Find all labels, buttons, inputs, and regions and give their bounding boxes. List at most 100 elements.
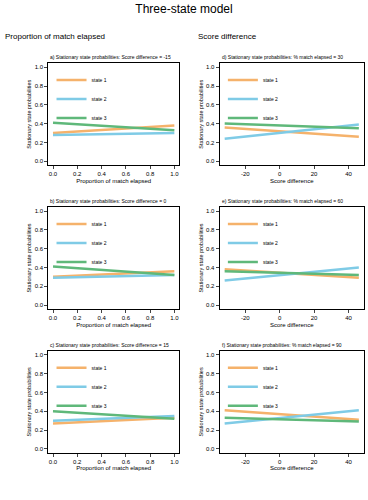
svg-text:Three-state model: Three-state model <box>135 2 232 16</box>
svg-text:0.6: 0.6 <box>206 246 215 252</box>
svg-text:1.0: 1.0 <box>206 64 215 70</box>
svg-text:0.4: 0.4 <box>206 265 215 271</box>
svg-text:0.0: 0.0 <box>206 446 215 452</box>
svg-text:state 1: state 1 <box>92 77 107 83</box>
svg-text:-20: -20 <box>241 171 250 177</box>
svg-text:0.2: 0.2 <box>35 283 44 289</box>
svg-text:f) Stationary state probabilit: f) Stationary state probabilities: % mat… <box>222 342 342 348</box>
svg-text:Proportion of match elapsed: Proportion of match elapsed <box>5 32 105 41</box>
svg-text:Stationary state probabilities: Stationary state probabilities <box>198 223 204 292</box>
svg-text:40: 40 <box>345 315 352 321</box>
svg-text:Stationary state probabilities: Stationary state probabilities <box>26 367 32 436</box>
svg-text:0.2: 0.2 <box>206 283 215 289</box>
svg-text:Stationary state probabilities: Stationary state probabilities <box>26 223 32 292</box>
svg-text:1.0: 1.0 <box>35 352 44 358</box>
svg-text:1.0: 1.0 <box>170 459 179 465</box>
svg-text:0.2: 0.2 <box>206 140 215 146</box>
svg-text:-20: -20 <box>241 459 250 465</box>
svg-text:0.6: 0.6 <box>35 102 44 108</box>
svg-text:0.2: 0.2 <box>35 140 44 146</box>
svg-text:0.6: 0.6 <box>122 171 131 177</box>
svg-text:0.0: 0.0 <box>35 446 44 452</box>
svg-text:0.4: 0.4 <box>206 121 215 127</box>
svg-text:state 3: state 3 <box>263 115 278 121</box>
svg-text:0.8: 0.8 <box>35 83 44 89</box>
svg-text:Proportion of match elapsed: Proportion of match elapsed <box>76 322 151 328</box>
svg-text:0.8: 0.8 <box>35 371 44 377</box>
svg-text:1.0: 1.0 <box>206 352 215 358</box>
svg-text:Score difference: Score difference <box>270 465 314 471</box>
svg-text:0.8: 0.8 <box>146 315 155 321</box>
svg-text:Score difference: Score difference <box>270 322 314 328</box>
svg-text:20: 20 <box>311 171 318 177</box>
svg-text:0.6: 0.6 <box>206 102 215 108</box>
svg-text:state 1: state 1 <box>263 365 278 371</box>
svg-text:0.8: 0.8 <box>146 171 155 177</box>
svg-text:0.4: 0.4 <box>35 121 44 127</box>
svg-text:0.6: 0.6 <box>35 246 44 252</box>
svg-text:state 1: state 1 <box>263 221 278 227</box>
svg-text:0.6: 0.6 <box>122 315 131 321</box>
svg-text:0.0: 0.0 <box>206 302 215 308</box>
svg-text:0.6: 0.6 <box>206 390 215 396</box>
svg-text:c) Stationary state probabilit: c) Stationary state probabilities: Score… <box>50 342 169 348</box>
svg-text:0.8: 0.8 <box>206 83 215 89</box>
svg-text:0: 0 <box>278 459 282 465</box>
svg-text:0.0: 0.0 <box>49 171 58 177</box>
svg-text:1.0: 1.0 <box>170 315 179 321</box>
svg-text:0.4: 0.4 <box>35 408 44 414</box>
svg-text:0.0: 0.0 <box>206 158 215 164</box>
svg-text:0.2: 0.2 <box>73 315 82 321</box>
svg-text:state 2: state 2 <box>92 384 107 390</box>
svg-text:state 2: state 2 <box>263 384 278 390</box>
svg-text:0.0: 0.0 <box>35 302 44 308</box>
svg-text:20: 20 <box>311 459 318 465</box>
svg-text:state 1: state 1 <box>92 365 107 371</box>
svg-text:e) Stationary state probabilit: e) Stationary state probabilities: % mat… <box>222 198 343 204</box>
svg-text:state 1: state 1 <box>92 221 107 227</box>
svg-text:-20: -20 <box>241 315 250 321</box>
svg-text:state 3: state 3 <box>263 259 278 265</box>
svg-text:0.2: 0.2 <box>206 427 215 433</box>
svg-text:1.0: 1.0 <box>35 208 44 214</box>
svg-text:20: 20 <box>311 315 318 321</box>
svg-text:Stationary state probabilities: Stationary state probabilities <box>26 79 32 148</box>
svg-text:0.2: 0.2 <box>35 427 44 433</box>
svg-text:0.2: 0.2 <box>73 171 82 177</box>
svg-text:1.0: 1.0 <box>206 208 215 214</box>
svg-text:state 2: state 2 <box>92 96 107 102</box>
svg-text:state 2: state 2 <box>92 240 107 246</box>
svg-text:0.4: 0.4 <box>206 408 215 414</box>
svg-text:0.8: 0.8 <box>146 459 155 465</box>
svg-text:state 3: state 3 <box>92 403 107 409</box>
svg-text:state 2: state 2 <box>263 240 278 246</box>
svg-text:Proportion of match elapsed: Proportion of match elapsed <box>76 178 151 184</box>
svg-text:0.6: 0.6 <box>35 390 44 396</box>
svg-text:0: 0 <box>278 171 282 177</box>
svg-text:0.0: 0.0 <box>49 459 58 465</box>
svg-text:0.8: 0.8 <box>206 371 215 377</box>
svg-text:1.0: 1.0 <box>35 64 44 70</box>
svg-text:state 1: state 1 <box>263 77 278 83</box>
svg-text:0.4: 0.4 <box>97 315 106 321</box>
svg-text:b) Stationary state probabilit: b) Stationary state probabilities: Score… <box>50 198 166 204</box>
svg-text:0.4: 0.4 <box>35 265 44 271</box>
svg-text:Proportion of match elapsed: Proportion of match elapsed <box>76 465 151 471</box>
svg-text:0.6: 0.6 <box>122 459 131 465</box>
svg-text:state 3: state 3 <box>92 259 107 265</box>
svg-text:Score difference: Score difference <box>270 178 314 184</box>
svg-text:0.0: 0.0 <box>49 315 58 321</box>
svg-text:40: 40 <box>345 171 352 177</box>
svg-text:0.8: 0.8 <box>35 227 44 233</box>
svg-text:0.4: 0.4 <box>97 171 106 177</box>
svg-text:0: 0 <box>278 315 282 321</box>
svg-text:1.0: 1.0 <box>170 171 179 177</box>
svg-text:state 3: state 3 <box>92 115 107 121</box>
svg-text:a) Stationary state probabilit: a) Stationary state probabilities: Score… <box>50 54 171 60</box>
svg-text:40: 40 <box>345 459 352 465</box>
svg-text:d) Stationary state probabilit: d) Stationary state probabilities: % mat… <box>222 54 343 60</box>
svg-text:Score difference: Score difference <box>198 32 257 41</box>
svg-text:0.0: 0.0 <box>35 158 44 164</box>
svg-text:Stationary state probabilities: Stationary state probabilities <box>198 79 204 148</box>
svg-text:Stationary state probabilities: Stationary state probabilities <box>198 367 204 436</box>
